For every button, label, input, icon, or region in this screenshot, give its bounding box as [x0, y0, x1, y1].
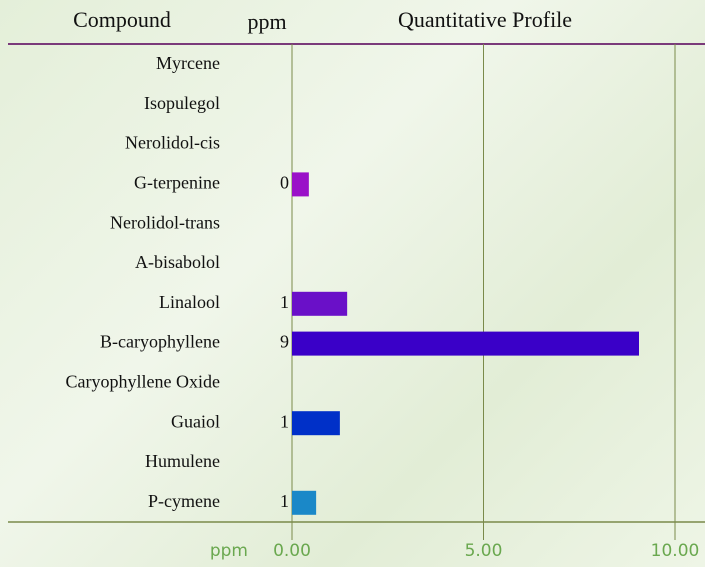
bar — [292, 172, 309, 197]
x-tick-label: 5.00 — [465, 541, 503, 561]
header: Quantitative Profile — [398, 7, 572, 32]
category-label: Humulene — [145, 451, 220, 471]
category-label: Nerolidol-cis — [125, 133, 220, 153]
bar — [292, 331, 639, 356]
value-label: 0 — [280, 173, 289, 193]
x-tick-label: 0.00 — [273, 541, 311, 561]
category-label: Isopulegol — [144, 93, 220, 113]
header: Compound — [73, 7, 171, 32]
category-label: Nerolidol-trans — [110, 212, 220, 232]
category-label: Myrcene — [156, 53, 220, 73]
category-label: Linalool — [159, 292, 220, 312]
x-tick-label: 10.00 — [651, 541, 700, 561]
value-label: 9 — [280, 332, 289, 352]
bar — [292, 291, 348, 316]
category-label: Caryophyllene Oxide — [66, 372, 220, 392]
x-axis-label: ppm — [210, 541, 248, 561]
header: ppm — [247, 9, 286, 34]
value-label: 1 — [280, 411, 289, 431]
value-label: 1 — [280, 292, 289, 312]
category-label: G-terpenine — [134, 173, 220, 193]
bar — [292, 490, 317, 515]
category-label: P-cymene — [148, 491, 220, 511]
value-label: 1 — [280, 491, 289, 511]
bar — [292, 411, 340, 436]
category-label: Guaiol — [171, 411, 220, 431]
category-label: A-bisabolol — [135, 252, 220, 272]
category-label: B-caryophyllene — [100, 332, 220, 352]
